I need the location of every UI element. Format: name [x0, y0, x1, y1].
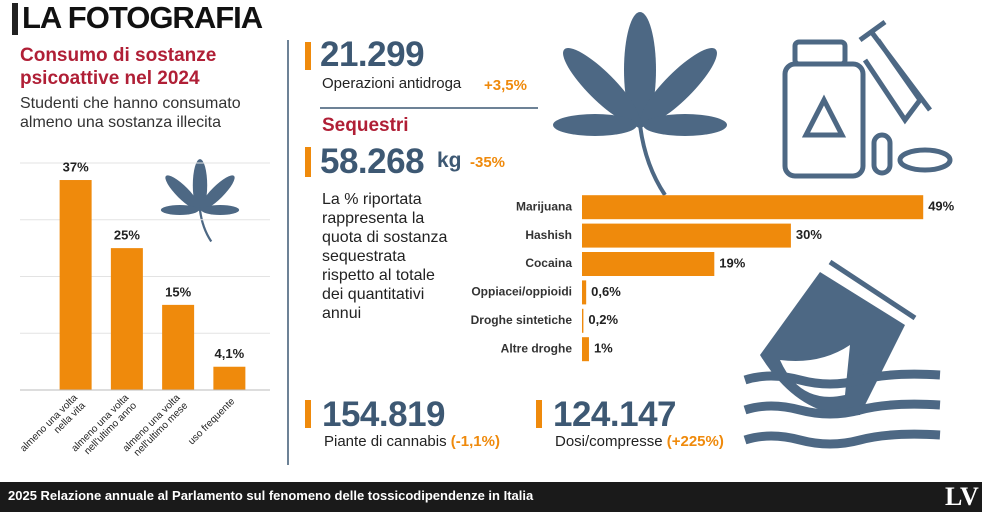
- y-tick-label: Altre droghe: [501, 341, 573, 355]
- y-tick-label: Oppiacei/oppioidi: [471, 285, 572, 299]
- value-label: 15%: [165, 284, 191, 299]
- value-label: 0,2%: [588, 312, 618, 327]
- stat-change: +3,5%: [484, 77, 527, 94]
- bar: [582, 280, 587, 305]
- footer-bar: [0, 482, 982, 512]
- stat-label: Operazioni antidroga: [322, 75, 462, 92]
- value-label: 25%: [114, 228, 140, 243]
- value-label: 49%: [928, 199, 954, 214]
- stat-change: (-1,1%): [450, 433, 500, 450]
- stat-label: Dosi/compresse: [555, 433, 663, 450]
- y-tick-label: Hashish: [525, 228, 572, 242]
- stat-value: 124.147: [553, 395, 677, 434]
- title-bar: [12, 3, 18, 35]
- section-subtitle: Studenti che hanno consumato almeno una …: [20, 95, 241, 131]
- value-label: 4,1%: [215, 346, 245, 361]
- bag-icon: [743, 259, 941, 449]
- note: La % riportata rappresenta la quota di s…: [322, 191, 448, 322]
- stat-change: (+225%): [666, 433, 724, 450]
- bar: [582, 308, 584, 333]
- y-tick-label: Droghe sintetiche: [471, 313, 573, 327]
- y-tick-label: Cocaina: [525, 256, 572, 270]
- bar: [582, 223, 791, 248]
- value-label: 19%: [719, 255, 745, 270]
- leaf-icon: [553, 12, 727, 197]
- stat-value: 21.299: [320, 35, 425, 74]
- stat-label: Piante di cannabis: [324, 433, 447, 450]
- section-title: Consumo di sostanze psicoattive nel 2024: [20, 45, 217, 89]
- value-label: 0,6%: [591, 284, 621, 299]
- y-tick-label: Marijuana: [516, 199, 572, 213]
- bar: [110, 248, 143, 390]
- accent: [536, 400, 542, 428]
- accent: [305, 42, 311, 70]
- stat-change: -35%: [470, 154, 506, 171]
- bar: [59, 180, 92, 390]
- bar: [582, 195, 924, 220]
- pills-icon: [782, 19, 953, 179]
- value-label: 30%: [796, 227, 822, 242]
- leaf-icon: [160, 159, 240, 243]
- value-label: 1%: [594, 341, 613, 356]
- stat-unit: kg: [437, 149, 462, 172]
- accent: [305, 400, 311, 428]
- stat-value: 58.268: [320, 142, 425, 181]
- accent: [305, 147, 311, 177]
- x-tick-label: uso frequente: [186, 396, 237, 447]
- footer-source: 2025 Relazione annuale al Parlamento sul…: [8, 488, 534, 503]
- logo: LV: [945, 482, 979, 511]
- bar: [162, 304, 195, 390]
- bar: [213, 366, 246, 390]
- page-title: LA FOTOGRAFIA: [22, 0, 263, 35]
- bar: [582, 252, 715, 276]
- bar: [582, 337, 589, 362]
- section-title: Sequestri: [322, 115, 409, 136]
- value-label: 37%: [63, 159, 89, 174]
- stat-value: 154.819: [322, 395, 446, 434]
